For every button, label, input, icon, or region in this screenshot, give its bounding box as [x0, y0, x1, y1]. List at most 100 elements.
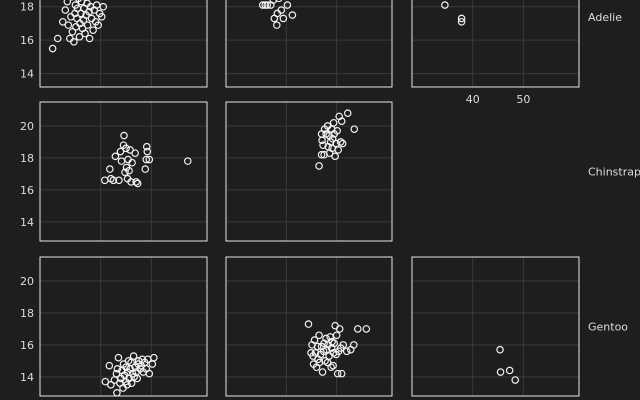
data-point: [505, 366, 514, 375]
data-point: [64, 21, 73, 29]
data-point: [279, 14, 288, 23]
data-point: [362, 325, 371, 333]
y-tick-label: 18: [20, 1, 34, 14]
data-point: [457, 17, 466, 26]
data-point: [441, 1, 449, 9]
data-point: [85, 34, 94, 43]
data-point: [332, 331, 341, 340]
data-point: [315, 331, 323, 340]
y-tick-label: 16: [20, 339, 34, 352]
data-point: [85, 7, 93, 16]
y-tick-label: 18: [20, 152, 34, 165]
data-point: [511, 376, 520, 384]
data-point: [113, 389, 121, 397]
points-chinstrap-col2: [315, 109, 359, 170]
data-point: [310, 336, 319, 344]
panel-gentoo-1: [39, 256, 208, 397]
panel-adelie-3: [411, 0, 580, 88]
data-point: [336, 138, 345, 146]
data-point: [70, 38, 78, 46]
y-tick-label: 14: [20, 216, 34, 229]
facet-label-chinstrap: Chinstrap: [588, 166, 640, 179]
data-point: [273, 21, 281, 29]
data-point: [122, 144, 130, 153]
data-point: [496, 368, 505, 376]
data-point: [107, 381, 115, 389]
facet-label-adelie: Adelie: [588, 11, 622, 24]
data-point: [322, 345, 331, 354]
data-point: [143, 147, 152, 156]
data-point: [339, 341, 348, 349]
panel-frame: [39, 101, 208, 242]
data-point: [131, 149, 139, 157]
data-point: [334, 146, 342, 154]
panel-frame: [225, 0, 393, 88]
data-point: [331, 152, 339, 161]
y-tick-label: 20: [20, 275, 34, 288]
data-point: [329, 361, 337, 370]
data-point: [97, 12, 106, 21]
data-point: [148, 360, 157, 368]
data-point: [89, 26, 97, 34]
data-point: [288, 11, 297, 19]
data-point: [61, 6, 70, 14]
data-point: [183, 157, 192, 165]
points-gentoo-col1: [101, 352, 158, 397]
data-point: [81, 29, 89, 38]
data-point: [125, 166, 133, 175]
panel-gentoo-3: [411, 256, 580, 397]
data-point: [269, 0, 278, 4]
points-gentoo-col3: [496, 345, 520, 384]
panel-adelie-2: [225, 0, 393, 88]
data-point: [63, 0, 72, 6]
data-point: [115, 176, 123, 185]
data-point: [150, 353, 158, 362]
data-point: [53, 34, 62, 43]
data-point: [330, 339, 338, 348]
data-point: [343, 109, 352, 117]
data-point: [304, 320, 313, 328]
data-point: [75, 33, 84, 41]
points-adelie-col1: [48, 0, 108, 53]
panel-frame: [225, 256, 393, 397]
y-tick-label: 20: [20, 120, 34, 133]
y-tick-label: 14: [20, 68, 34, 81]
data-point: [48, 44, 57, 53]
data-point: [127, 358, 135, 367]
data-point: [112, 369, 121, 378]
data-point: [333, 369, 342, 378]
y-tick-label: 18: [20, 307, 34, 320]
data-point: [99, 2, 108, 11]
data-point: [337, 117, 346, 125]
data-point: [145, 155, 154, 164]
data-point: [129, 352, 138, 360]
data-point: [328, 134, 337, 143]
data-point: [120, 131, 128, 140]
data-point: [142, 155, 151, 164]
data-point: [113, 365, 122, 373]
data-point: [145, 369, 154, 378]
data-point: [350, 125, 359, 133]
data-point: [87, 14, 96, 23]
data-point: [72, 22, 80, 31]
data-point: [353, 325, 362, 333]
data-point: [142, 142, 151, 151]
panel-frame: [39, 256, 208, 397]
y-tick-label: 16: [20, 34, 34, 47]
panel-chinstrap-1: [39, 101, 208, 242]
data-point: [121, 168, 129, 177]
data-point: [342, 347, 351, 356]
points-chinstrap-col1: [100, 131, 192, 188]
data-point: [132, 178, 140, 186]
data-point: [94, 21, 102, 29]
facet-label-gentoo: Gentoo: [588, 321, 628, 334]
y-tick-label: 14: [20, 371, 34, 384]
data-point: [325, 352, 333, 360]
y-tick-label: 16: [20, 184, 34, 197]
data-point: [109, 176, 118, 185]
data-point: [117, 157, 126, 165]
data-point: [133, 179, 142, 188]
data-point: [317, 150, 326, 159]
data-point: [127, 379, 136, 388]
